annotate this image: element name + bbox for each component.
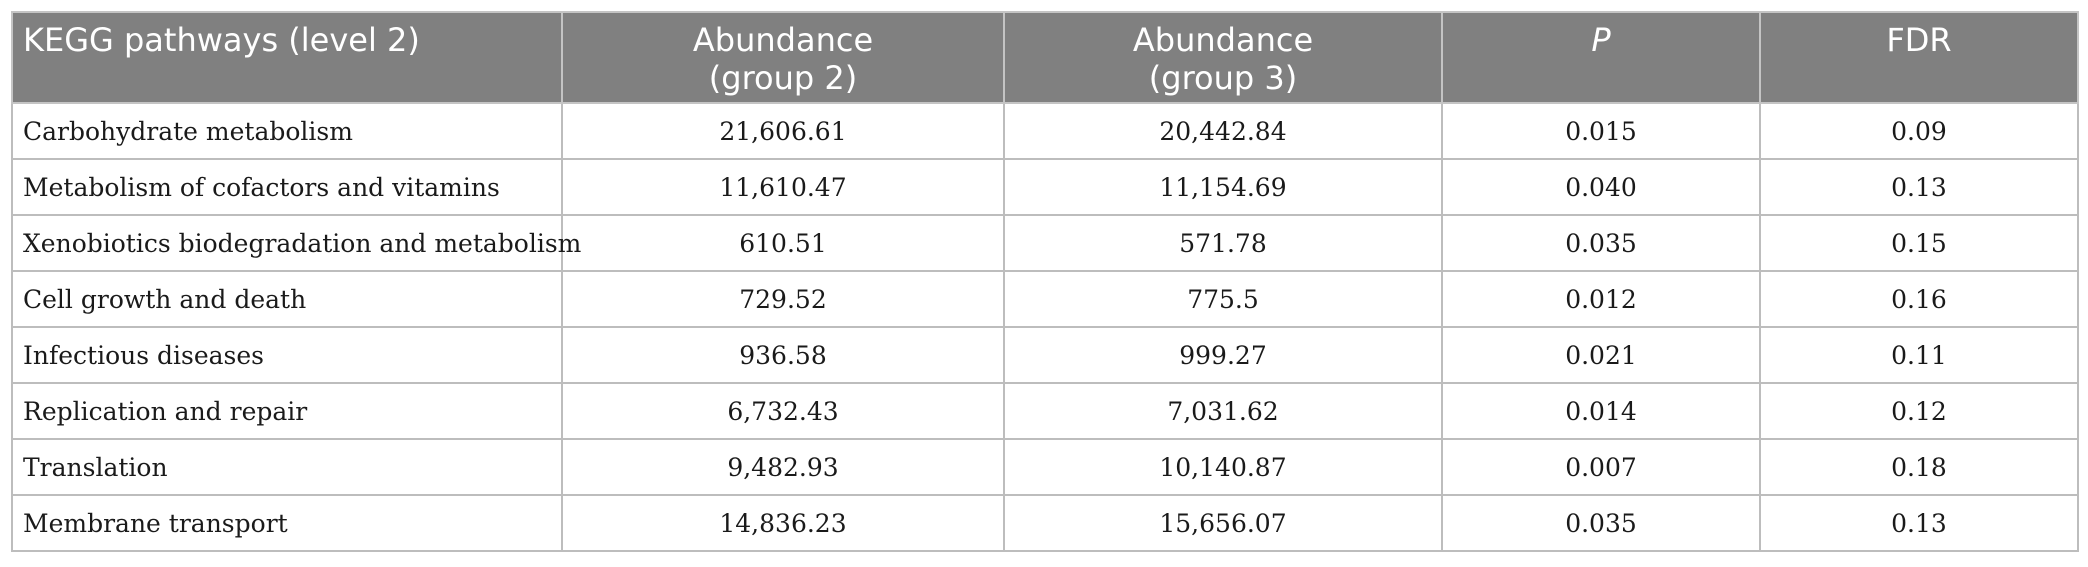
cell-p-value: 0.021 (1441, 326, 1761, 384)
header-fdr-label: FDR (1886, 21, 1952, 59)
header-pathway: KEGG pathways (level 2) (11, 11, 563, 104)
cell-abundance-group2: 14,836.23 (561, 494, 1005, 552)
header-abundance-group3: Abundance (group 3) (1003, 11, 1443, 104)
cell-abundance-group3: 20,442.84 (1003, 102, 1443, 160)
cell-fdr: 0.09 (1759, 102, 2079, 160)
header-abundance-group2-line2: (group 2) (708, 59, 858, 97)
cell-abundance-group3: 7,031.62 (1003, 382, 1443, 440)
table-row: Replication and repair 6,732.43 7,031.62 0.… (11, 382, 2079, 440)
header-abundance-group2-line1: Abundance (692, 21, 874, 59)
cell-abundance-group2: 610.51 (561, 214, 1005, 272)
cell-fdr: 0.15 (1759, 214, 2079, 272)
table-row: Infectious diseases 936.58 999.27 0.021 0.11 (11, 326, 2079, 384)
cell-abundance-group2: 729.52 (561, 270, 1005, 328)
cell-abundance-group2: 11,610.47 (561, 158, 1005, 216)
cell-pathway: Carbohydrate metabolism (11, 102, 563, 160)
header-p-value: P (1441, 11, 1761, 104)
cell-pathway: Replication and repair (11, 382, 563, 440)
cell-p-value: 0.015 (1441, 102, 1761, 160)
table-row: Membrane transport 14,836.23 15,656.07 0.03… (11, 494, 2079, 552)
cell-pathway: Metabolism of cofactors and vitamins (11, 158, 563, 216)
cell-p-value: 0.007 (1441, 438, 1761, 496)
cell-p-value: 0.040 (1441, 158, 1761, 216)
cell-abundance-group3: 10,140.87 (1003, 438, 1443, 496)
cell-p-value: 0.035 (1441, 214, 1761, 272)
cell-p-value: 0.012 (1441, 270, 1761, 328)
header-abundance-group3-line2: (group 3) (1148, 59, 1298, 97)
table-row: Xenobiotics biodegradation and metabolis… (11, 214, 2079, 272)
header-abundance-group3-line1: Abundance (1132, 21, 1314, 59)
cell-abundance-group3: 571.78 (1003, 214, 1443, 272)
cell-pathway: Infectious diseases (11, 326, 563, 384)
cell-fdr: 0.12 (1759, 382, 2079, 440)
table-header: KEGG pathways (level 2) Abundance (group… (11, 11, 2079, 104)
table-row: Metabolism of cofactors and vitamins 11,6… (11, 158, 2079, 216)
cell-abundance-group2: 6,732.43 (561, 382, 1005, 440)
header-row: KEGG pathways (level 2) Abundance (group… (11, 11, 2079, 104)
header-abundance-group2: Abundance (group 2) (561, 11, 1005, 104)
cell-fdr: 0.13 (1759, 494, 2079, 552)
table-row: Cell growth and death 729.52 775.5 0.012 0.1… (11, 270, 2079, 328)
header-p-value-label: P (1591, 21, 1611, 59)
cell-fdr: 0.13 (1759, 158, 2079, 216)
cell-p-value: 0.035 (1441, 494, 1761, 552)
header-pathway-label: KEGG pathways (level 2) (23, 21, 420, 59)
cell-fdr: 0.16 (1759, 270, 2079, 328)
table-row: Translation 9,482.93 10,140.87 0.007 0.18 (11, 438, 2079, 496)
kegg-pathways-table: KEGG pathways (level 2) Abundance (group… (11, 11, 2079, 552)
cell-pathway: Xenobiotics biodegradation and metabolis… (11, 214, 581, 272)
cell-pathway: Translation (11, 438, 563, 496)
table-body: Carbohydrate metabolism 21,606.61 20,442.8… (11, 102, 2079, 552)
cell-abundance-group3: 775.5 (1003, 270, 1443, 328)
cell-fdr: 0.18 (1759, 438, 2079, 496)
cell-abundance-group3: 999.27 (1003, 326, 1443, 384)
cell-abundance-group3: 15,656.07 (1003, 494, 1443, 552)
header-fdr: FDR (1759, 11, 2079, 104)
cell-p-value: 0.014 (1441, 382, 1761, 440)
cell-abundance-group3: 11,154.69 (1003, 158, 1443, 216)
cell-pathway: Membrane transport (11, 494, 563, 552)
cell-abundance-group2: 21,606.61 (561, 102, 1005, 160)
table-row: Carbohydrate metabolism 21,606.61 20,442.8… (11, 102, 2079, 160)
cell-fdr: 0.11 (1759, 326, 2079, 384)
cell-pathway: Cell growth and death (11, 270, 563, 328)
data-table: KEGG pathways (level 2) Abundance (group… (11, 11, 2079, 552)
cell-abundance-group2: 9,482.93 (561, 438, 1005, 496)
cell-abundance-group2: 936.58 (561, 326, 1005, 384)
